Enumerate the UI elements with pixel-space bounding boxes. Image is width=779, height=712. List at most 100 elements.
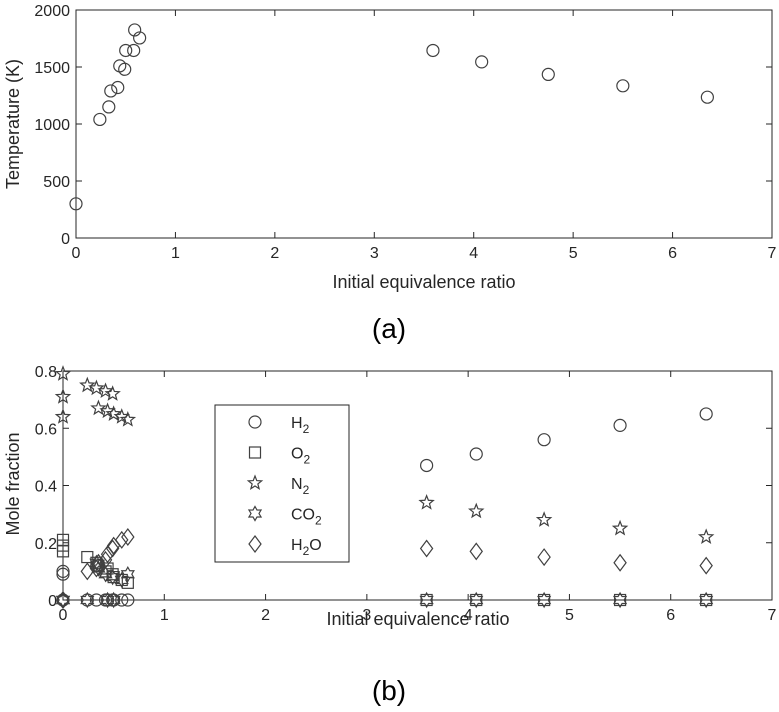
legend-label-3: CO2 [291,507,322,528]
panel-a-temperature-chart: 0 1 2 3 4 5 6 7 0 500 1000 1500 2000 Initial equiva… [3,3,777,344]
panel-b-y-axis-label: Mole fraction [3,432,23,535]
panel-b-x-tick-label: 5 [565,607,574,624]
legend-label-2: N2 [291,476,310,497]
panel-b-x-tick-label: 6 [666,607,675,624]
panel-b-series4-diamond-point [121,528,135,547]
panel-b-series4-diamond-point [89,559,104,578]
panel-b-series3-star6-point [699,591,714,609]
panel-b-series2-star5-point [697,528,715,545]
panel-a-series0-circle-point [102,100,116,114]
panel-b-series2-star5-point [535,511,553,527]
panel-b-series4-diamond-point [98,550,113,569]
panel-b-series2-star5-point [88,379,105,396]
panel-b-series3-star6-point [419,591,434,609]
panel-b-series0-circle-point [469,447,483,461]
panel-b-x-tick-label: 4 [464,607,473,624]
legend-label-subscript: 2 [303,483,310,497]
panel-b-series3-star6-point [55,591,71,609]
panel-b-series3-star6-point [469,591,484,609]
panel-a-y-axis-label: Temperature (K) [3,59,23,189]
panel-b-x-ticks: 0 1 2 3 4 5 6 7 [59,371,777,624]
panel-a-x-tick-label: 2 [270,245,279,262]
panel-b-series3-star6-point [106,591,121,609]
legend-label-subscript: 2 [303,544,310,558]
panel-b-series3-star6-point [120,566,135,583]
panel-b-x-tick-label: 1 [160,607,169,624]
legend-label-subscript: 2 [315,514,322,528]
legend-label-subscript: 2 [303,453,310,467]
panel-a-x-ticks: 0 1 2 3 4 5 6 7 [72,10,777,262]
panel-a-y-ticks: 0 500 1000 1500 2000 [34,3,772,248]
panel-b-series0-circle-point [420,458,434,473]
panel-a-series0-circle-point [127,43,141,58]
panel-b-y-tick-label: 0.4 [35,479,57,496]
panel-b-series0-circle-point [115,593,129,607]
legend-marker-star6 [247,505,263,522]
panel-b-x-tick-label: 3 [362,607,371,624]
legend-marker-square [248,446,262,459]
panel-b-series2-star5-point [418,494,435,510]
legend-label-tail: O [309,537,321,554]
legend-box [214,404,350,563]
panel-b-y-ticks: 0 0.2 0.4 0.6 0.8 [35,364,772,610]
panel-a-series0-circle-point [133,31,147,45]
panel-a-series0-circle-point [104,84,118,98]
legend-label-main: H [291,537,303,554]
panel-b-x-tick-label: 2 [261,607,270,624]
panel-b-mole-fraction-chart: 0 1 2 3 4 5 6 7 0 0.2 0.4 0.6 0.8 Initial equivalen… [3,364,777,706]
panel-a-label: (a) [372,313,406,344]
panel-b-series3-star6-point [536,591,552,609]
panel-a-series0-circle-point [426,43,440,58]
panel-b-series0-circle-point [56,567,70,581]
panel-b-series1-square-point [613,593,627,607]
legend-label-subscript: 2 [303,422,310,436]
panel-a-series0-circle-point [541,67,555,82]
panel-b-series1-square-point [56,539,70,552]
panel-a-y-tick-label: 500 [43,174,70,191]
panel-a-x-tick-label: 6 [668,245,677,262]
panel-b-label: (b) [372,675,406,706]
panel-a-series0-circle-point [93,112,107,127]
legend-marker-diamond [248,535,262,553]
legend-label-main: O [291,446,303,463]
panel-a-y-tick-label: 0 [61,231,70,248]
panel-b-series2-star5-point [54,365,72,381]
panel-b-series4-diamond-point [699,556,713,575]
panel-b-y-tick-label: 0 [48,593,57,610]
panel-b-series2-star5-point [97,382,114,399]
panel-a-series0-circle-point [119,43,133,58]
panel-a-x-tick-label: 7 [768,245,777,262]
panel-b-series2-star5-point [104,385,121,401]
legend-label-1: O2 [291,446,310,467]
panel-a-series0-circle-point [118,62,132,76]
panel-b-series4-diamond-point [613,553,627,572]
panel-b-series2-star5-point [90,399,107,416]
panel-a-markers [69,23,714,211]
panel-b-series2-star5-point [54,408,72,424]
panel-b-series2-star5-point [119,410,137,427]
panel-b-series1-square-point [470,593,483,607]
panel-b-series4-diamond-point [56,591,70,609]
panel-a-x-axis-label: Initial equivalence ratio [332,272,515,292]
panel-a-series0-circle-point [111,80,125,95]
panel-b-y-tick-label: 0.6 [35,421,57,438]
legend-label-0: H2 [291,415,310,436]
legend-label-main: N [291,476,303,493]
panel-b-y-tick-label: 0.2 [35,536,57,553]
panel-b-series0-circle-point [699,407,713,421]
panel-b-series3-star6-point [105,568,120,586]
panel-b-series1-square-point [538,593,551,607]
panel-b-series2-star5-point [611,519,629,536]
panel-a-y-tick-label: 1500 [34,60,70,77]
panel-b-series4-diamond-point [105,539,120,558]
panel-b-series4-diamond-point [419,539,434,558]
legend-label-4: H2O [291,537,322,558]
panel-b-series0-circle-point [89,593,104,607]
panel-b-series0-circle-point [56,564,70,578]
panel-b-series0-circle-point [537,433,551,447]
panel-b-series3-star6-point [114,571,129,589]
panel-b-series1-square-point [420,593,433,607]
panel-b-series4-diamond-point [91,553,106,572]
panel-b-series2-star5-point [105,405,122,421]
